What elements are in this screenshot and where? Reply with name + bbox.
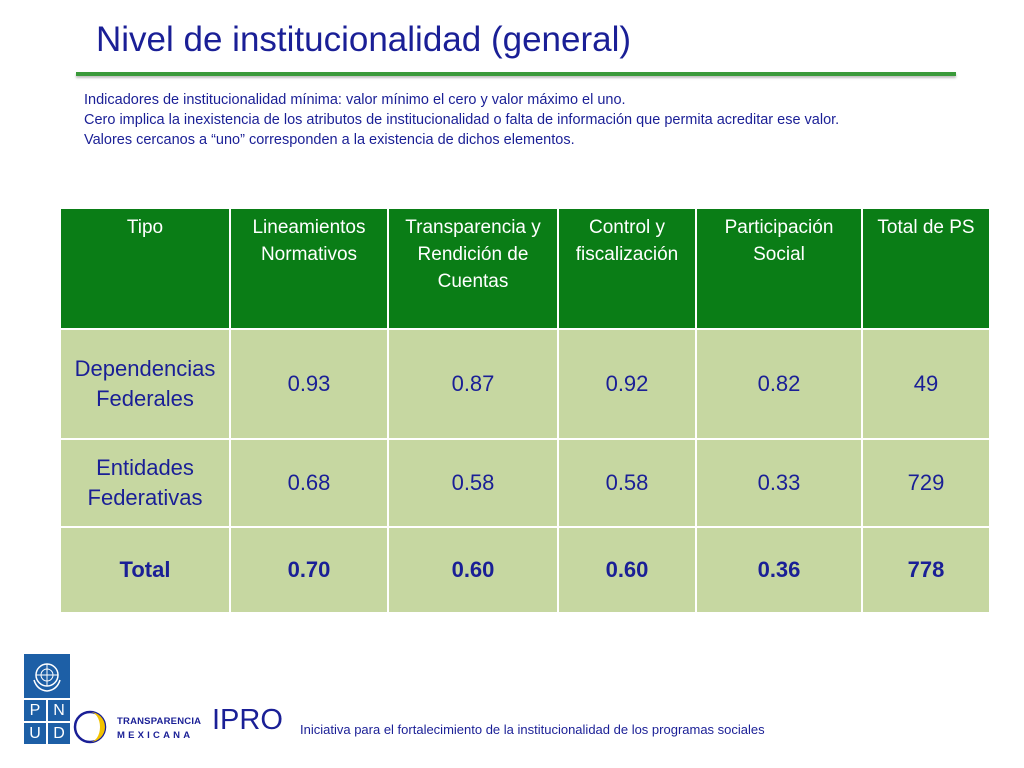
slide-title: Nivel de institucionalidad (general) bbox=[96, 20, 632, 59]
pnud-letter: P bbox=[24, 700, 46, 721]
table-cell: 0.33 bbox=[695, 438, 863, 528]
table-cell: 0.36 bbox=[695, 526, 863, 614]
transparencia-text: TRANSPARENCIA bbox=[117, 716, 202, 727]
description-line: Cero implica la inexistencia de los atri… bbox=[84, 112, 840, 128]
table-header-row: Tipo Lineamientos Normativos Transparenc… bbox=[59, 207, 991, 330]
row-label: Total bbox=[59, 526, 231, 614]
table-cell: 0.92 bbox=[557, 328, 697, 440]
description-line: Indicadores de institucionalidad mínima:… bbox=[84, 92, 626, 108]
pnud-letter: D bbox=[48, 723, 70, 744]
header-total-ps: Total de PS bbox=[861, 207, 991, 330]
table-cell: 778 bbox=[861, 526, 991, 614]
pnud-letters: P N U D bbox=[24, 700, 70, 744]
table-cell: 0.58 bbox=[557, 438, 697, 528]
table-cell: 0.58 bbox=[387, 438, 559, 528]
row-label: Entidades Federativas bbox=[59, 438, 231, 528]
ipro-subtitle: Iniciativa para el fortalecimiento de la… bbox=[300, 722, 765, 737]
table-row-total: Total 0.70 0.60 0.60 0.36 778 bbox=[59, 526, 991, 614]
header-lineamientos: Lineamientos Normativos bbox=[229, 207, 389, 330]
mexicana-text: MEXICANA bbox=[117, 730, 194, 741]
header-tipo: Tipo bbox=[59, 207, 231, 330]
table-cell: 0.70 bbox=[229, 526, 389, 614]
header-transparencia: Transparencia y Rendición de Cuentas bbox=[387, 207, 559, 330]
table-cell: 0.82 bbox=[695, 328, 863, 440]
table-cell: 729 bbox=[861, 438, 991, 528]
table-cell: 49 bbox=[861, 328, 991, 440]
table-row: Entidades Federativas 0.68 0.58 0.58 0.3… bbox=[59, 438, 991, 528]
table-cell: 0.68 bbox=[229, 438, 389, 528]
title-divider bbox=[76, 72, 956, 76]
transparencia-mexicana-wordmark: TRANSPARENCIA MEXICANA bbox=[117, 716, 201, 741]
header-participacion: Participación Social bbox=[695, 207, 863, 330]
row-label: Dependencias Federales bbox=[59, 328, 231, 440]
table-cell: 0.60 bbox=[557, 526, 697, 614]
institutionality-table: Tipo Lineamientos Normativos Transparenc… bbox=[59, 207, 991, 614]
pnud-letter: N bbox=[48, 700, 70, 721]
table-row: Dependencias Federales 0.93 0.87 0.92 0.… bbox=[59, 328, 991, 440]
table-cell: 0.60 bbox=[387, 526, 559, 614]
description-line: Valores cercanos a “uno” corresponden a … bbox=[84, 132, 575, 148]
un-emblem-icon bbox=[24, 654, 70, 698]
description-block: Indicadores de institucionalidad mínima:… bbox=[84, 90, 839, 150]
pnud-logo: P N U D bbox=[24, 654, 70, 744]
table-cell: 0.87 bbox=[387, 328, 559, 440]
transparencia-mexicana-logo-icon bbox=[73, 710, 107, 744]
pnud-letter: U bbox=[24, 723, 46, 744]
header-control: Control y fiscalización bbox=[557, 207, 697, 330]
table-cell: 0.93 bbox=[229, 328, 389, 440]
ipro-label: IPRO bbox=[212, 704, 283, 736]
